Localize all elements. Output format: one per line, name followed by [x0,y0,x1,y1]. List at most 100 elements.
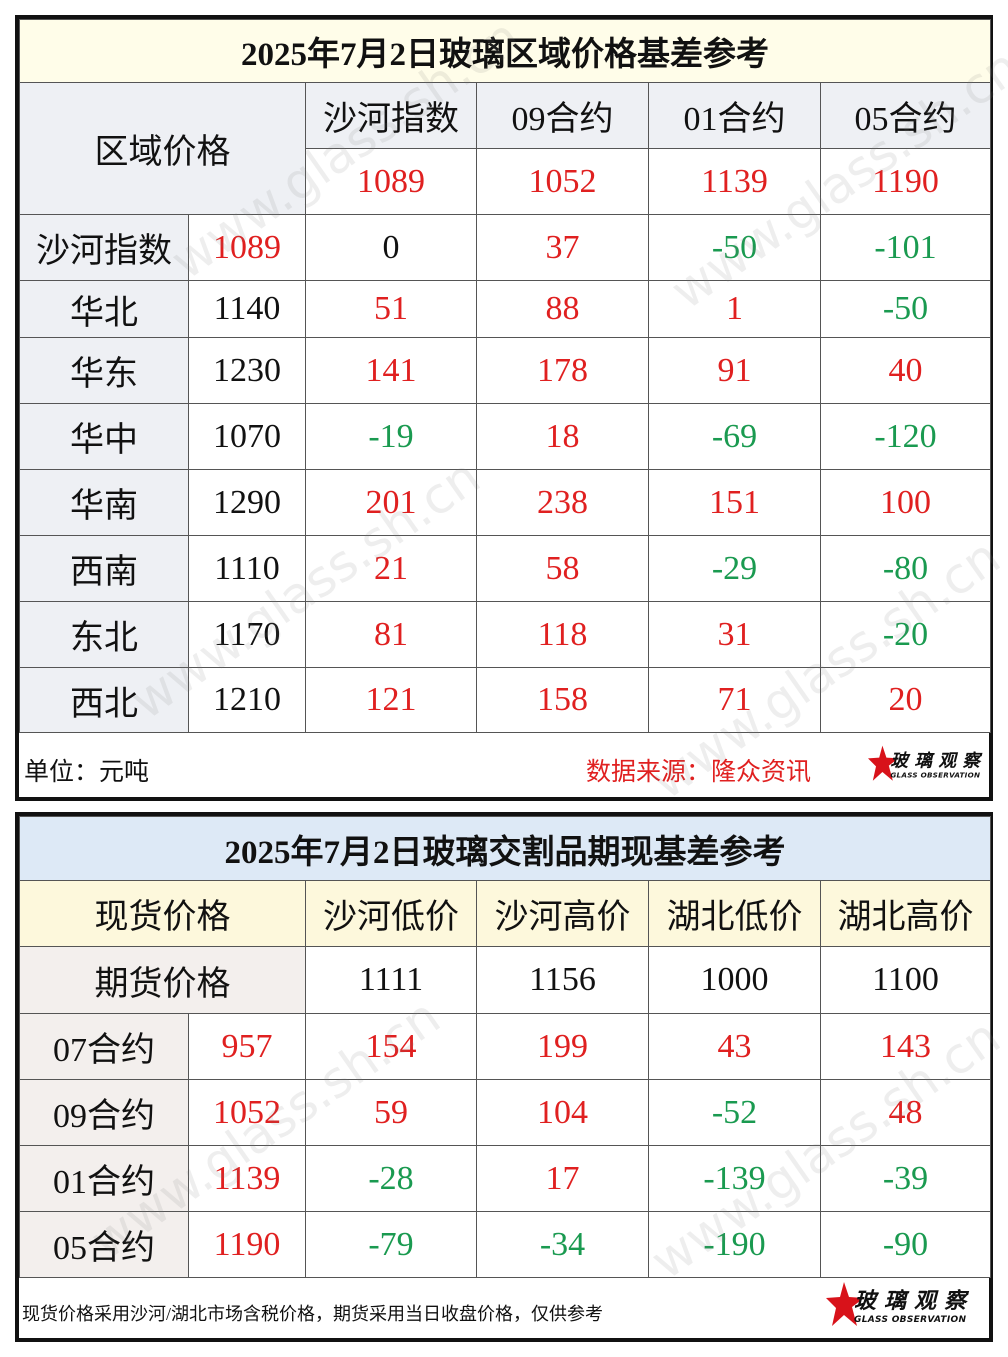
region-price: 1210 [188,667,306,733]
logo-text: GLASS OBSERVATION [854,1315,966,1325]
basis-value: 154 [305,1013,477,1080]
column-header: 09合约 [476,82,649,149]
region-price: 1170 [188,601,306,668]
basis-value: 118 [476,601,649,668]
basis-value: 143 [820,1013,991,1080]
spot-price: 1000 [648,946,821,1014]
row-header: 沙河指数 [19,214,189,281]
basis-value: -139 [648,1145,821,1212]
row-header: 华北 [19,280,189,338]
logo-star [826,1282,864,1326]
basis-value: -69 [648,403,821,470]
contract-price: 1052 [476,148,649,215]
basis-value: 18 [476,403,649,470]
basis-value: -79 [305,1211,477,1278]
contract-price: 1139 [648,148,821,215]
region-price: 1089 [188,214,306,281]
logo-text: GLASS OBSERVATION [890,771,980,780]
row-header: 华中 [19,403,189,470]
basis-value: 21 [305,535,477,602]
column-header: 01合约 [648,82,821,149]
basis-value: 199 [476,1013,649,1080]
row-header: 05合约 [19,1211,189,1278]
column-header: 湖北高价 [820,880,991,947]
basis-value: -190 [648,1211,821,1278]
basis-value: 58 [476,535,649,602]
basis-value: -34 [476,1211,649,1278]
table-frame [15,15,993,801]
unit: 单位：元吨 [24,759,150,786]
region-price: 1140 [188,280,306,338]
basis-value: 40 [820,337,991,404]
corner-header: 现货价格 [19,880,306,947]
basis-value: 20 [820,667,991,733]
basis-value: 37 [476,214,649,281]
basis-value: -19 [305,403,477,470]
basis-value: 151 [648,469,821,536]
column-header: 沙河低价 [305,880,477,947]
basis-value: 91 [648,337,821,404]
column-header: 沙河指数 [305,82,477,149]
basis-value: -28 [305,1145,477,1212]
futures-price: 1139 [188,1145,306,1212]
row-header: 期货价格 [19,946,306,1014]
row-header: 西北 [19,667,189,733]
basis-value: 0 [305,214,477,281]
basis-value: 17 [476,1145,649,1212]
basis-value: 71 [648,667,821,733]
basis-value: -50 [648,214,821,281]
basis-value: 178 [476,337,649,404]
basis-value: -39 [820,1145,991,1212]
basis-value: -50 [820,280,991,338]
row-header: 09合约 [19,1079,189,1146]
basis-value: 81 [305,601,477,668]
region-price: 1070 [188,403,306,470]
region-price: 1230 [188,337,306,404]
spot-price: 1111 [305,946,477,1014]
basis-value: 88 [476,280,649,338]
futures-price: 1190 [188,1211,306,1278]
title: 2025年7月2日玻璃区域价格基差参考 [19,19,991,83]
basis-value: -20 [820,601,991,668]
row-header: 华东 [19,337,189,404]
row-header: 华南 [19,469,189,536]
row-header: 东北 [19,601,189,668]
basis-value: -29 [648,535,821,602]
basis-value: 43 [648,1013,821,1080]
basis-value: 104 [476,1079,649,1146]
basis-value: 238 [476,469,649,536]
row-header: 01合约 [19,1145,189,1212]
row-header: 07合约 [19,1013,189,1080]
note: 现货价格采用沙河/湖北市场含税价格，期货采用当日收盘价格，仅供参考 [22,1304,603,1324]
basis-value: -101 [820,214,991,281]
basis-value: -120 [820,403,991,470]
basis-value: 59 [305,1079,477,1146]
basis-value: -90 [820,1211,991,1278]
basis-value: 158 [476,667,649,733]
logo-text: 玻璃观察 [890,750,983,771]
spot-price: 1100 [820,946,991,1014]
region-price: 1290 [188,469,306,536]
spot-price: 1156 [476,946,649,1014]
source: 数据来源：隆众资讯 [586,759,812,786]
basis-value: 121 [305,667,477,733]
basis-value: 100 [820,469,991,536]
basis-value: -80 [820,535,991,602]
logo-star [868,745,899,781]
basis-value: 31 [648,601,821,668]
table-frame [15,812,993,1342]
logo-text: 玻璃观察 [854,1288,970,1314]
row-header: 西南 [19,535,189,602]
column-header: 沙河高价 [476,880,649,947]
basis-value: 51 [305,280,477,338]
column-header: 05合约 [820,82,991,149]
title: 2025年7月2日玻璃交割品期现基差参考 [19,816,991,881]
basis-value: 48 [820,1079,991,1146]
basis-value: -52 [648,1079,821,1146]
basis-value: 201 [305,469,477,536]
futures-price: 957 [188,1013,306,1080]
column-header: 湖北低价 [648,880,821,947]
